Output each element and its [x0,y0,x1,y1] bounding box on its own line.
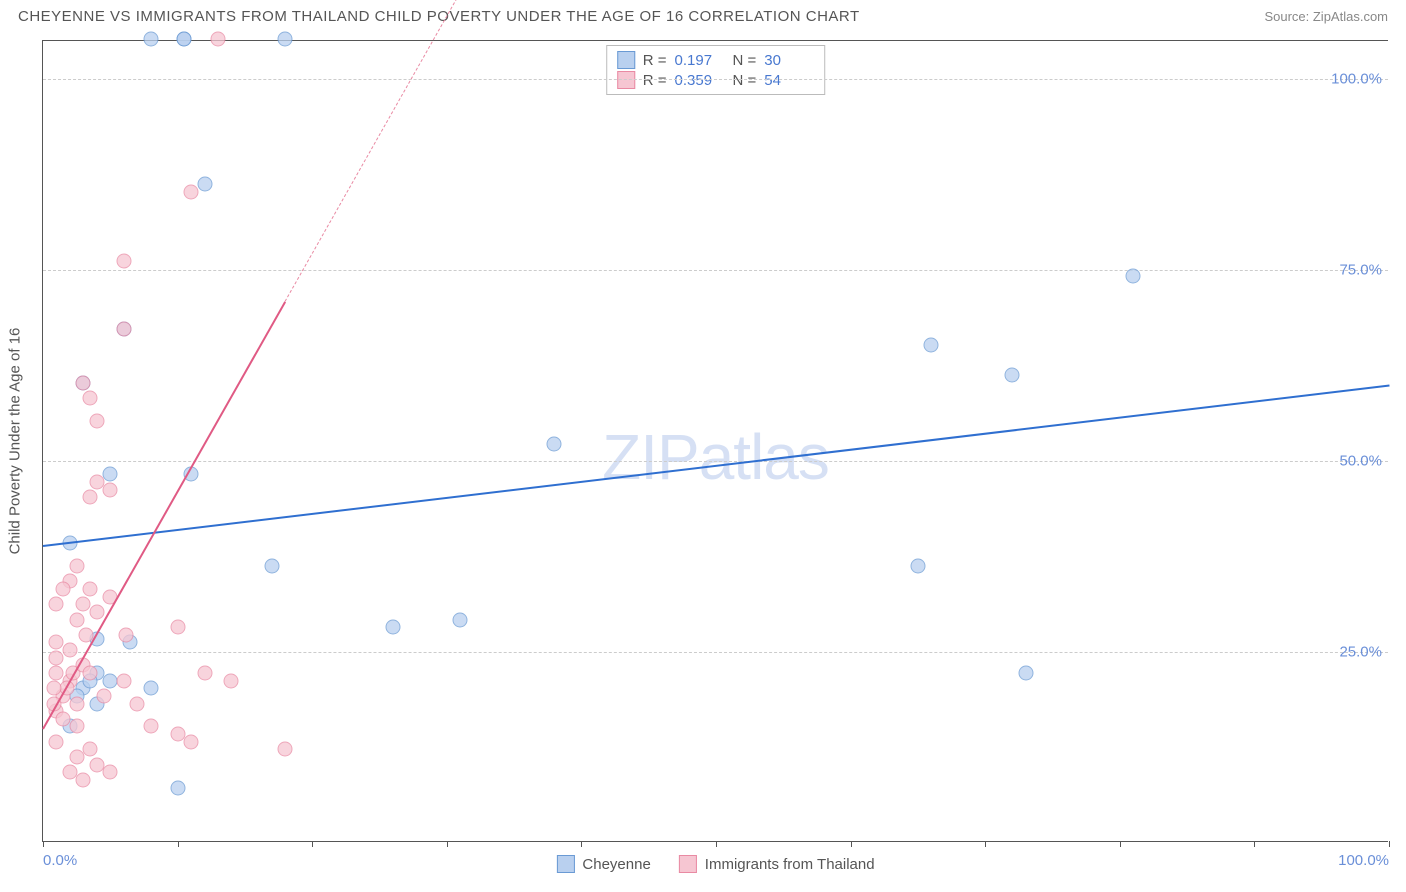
x-tick [1254,841,1255,847]
legend-swatch [679,855,697,873]
data-point [69,719,84,734]
data-point [69,696,84,711]
data-point [103,482,118,497]
data-point [49,650,64,665]
trend-line [42,302,286,730]
data-point [89,604,104,619]
n-label: N = [733,52,757,69]
data-point [264,559,279,574]
data-point [210,32,225,47]
data-point [184,734,199,749]
x-tick [851,841,852,847]
series-legend: Cheyenne Immigrants from Thailand [556,855,874,873]
data-point [89,413,104,428]
data-point [197,665,212,680]
gridline [43,270,1388,271]
r-value: 0.197 [675,52,725,69]
data-point [69,559,84,574]
data-point [119,627,134,642]
data-point [1018,665,1033,680]
data-point [69,749,84,764]
data-point [170,620,185,635]
series-name: Immigrants from Thailand [705,856,875,873]
data-point [453,612,468,627]
data-point [83,391,98,406]
chart-title: CHEYENNE VS IMMIGRANTS FROM THAILAND CHI… [18,8,860,25]
data-point [49,665,64,680]
data-point [170,780,185,795]
x-tick [178,841,179,847]
trend-line [43,385,1389,547]
data-point [76,772,91,787]
legend-swatch [556,855,574,873]
gridline [43,79,1388,80]
x-tick [1120,841,1121,847]
data-point [910,559,925,574]
y-axis-label: Child Poverty Under the Age of 16 [7,328,24,555]
data-point [56,581,71,596]
legend-item: Cheyenne [556,855,650,873]
data-point [143,32,158,47]
x-tick-label: 0.0% [43,852,77,869]
gridline [43,461,1388,462]
data-point [116,253,131,268]
data-point [1005,368,1020,383]
data-point [56,711,71,726]
chart-source: Source: ZipAtlas.com [1264,9,1388,24]
data-point [49,597,64,612]
data-point [103,467,118,482]
plot-region: Child Poverty Under the Age of 16 ZIPatl… [42,41,1388,842]
data-point [62,643,77,658]
data-point [184,184,199,199]
data-point [143,719,158,734]
data-point [177,32,192,47]
x-tick [447,841,448,847]
legend-swatch [617,51,635,69]
y-tick-label: 100.0% [1331,71,1382,88]
trend-line-extrapolated [285,0,542,302]
n-value: 30 [764,52,814,69]
x-tick [1389,841,1390,847]
x-tick [581,841,582,847]
data-point [130,696,145,711]
data-point [116,673,131,688]
data-point [49,635,64,650]
legend-row: R = 0.197 N = 30 [617,50,815,70]
data-point [69,612,84,627]
y-tick-label: 25.0% [1339,644,1382,661]
data-point [83,490,98,505]
data-point [46,681,61,696]
gridline [43,652,1388,653]
data-point [547,436,562,451]
data-point [83,742,98,757]
data-point [76,375,91,390]
data-point [278,742,293,757]
data-point [83,581,98,596]
x-tick [312,841,313,847]
data-point [197,177,212,192]
data-point [49,734,64,749]
data-point [143,681,158,696]
y-tick-label: 50.0% [1339,453,1382,470]
x-tick [43,841,44,847]
x-tick [716,841,717,847]
x-tick-label: 100.0% [1338,852,1389,869]
data-point [924,337,939,352]
x-tick [985,841,986,847]
data-point [278,32,293,47]
data-point [96,688,111,703]
data-point [83,665,98,680]
data-point [224,673,239,688]
data-point [103,765,118,780]
data-point [1126,268,1141,283]
data-point [385,620,400,635]
series-name: Cheyenne [582,856,650,873]
legend-item: Immigrants from Thailand [679,855,875,873]
correlation-legend: R =0.197N =30R =0.359N =54 [606,45,826,95]
y-tick-label: 75.0% [1339,262,1382,279]
chart-area: Child Poverty Under the Age of 16 ZIPatl… [42,40,1388,842]
data-point [116,322,131,337]
r-label: R = [643,52,667,69]
